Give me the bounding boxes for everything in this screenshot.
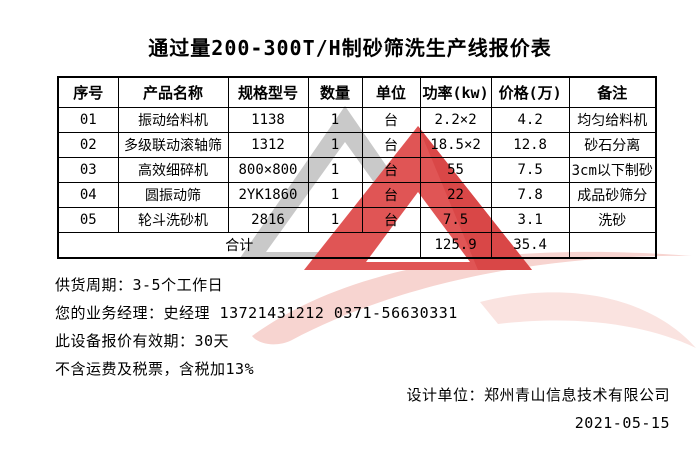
- table-cell: 成品砂筛分: [568, 182, 657, 208]
- table-cell: 砂石分离: [568, 132, 657, 158]
- table-cell: 1138: [227, 107, 309, 133]
- table-total-row: 合计 125.9 35.4: [57, 232, 657, 259]
- column-header: 单位: [361, 76, 421, 108]
- note-sales-manager: 您的业务经理：史经理 13721431212 0371-56630331: [55, 304, 458, 322]
- table-cell: 1312: [227, 132, 309, 158]
- page-title: 通过量200-300T/H制砂筛洗生产线报价表: [148, 36, 552, 60]
- quotation-date: 2021-05-15: [574, 414, 670, 432]
- total-note: [568, 232, 657, 259]
- table-row: 04 圆振动筛 2YK1860 1 台 22 7.8 成品砂筛分: [57, 182, 657, 208]
- watermark-swoosh-petal: [480, 292, 696, 348]
- watermark-swoosh-petal: [252, 251, 692, 345]
- table-cell: 台: [361, 182, 421, 208]
- note-validity-period: 此设备报价有效期：30天: [55, 332, 230, 350]
- table-cell: 03: [57, 157, 119, 183]
- table-row: 02 多级联动滚轴筛 1312 1 台 18.5×2 12.8 砂石分离: [57, 132, 657, 158]
- table-cell: 台: [361, 107, 421, 133]
- table-cell: 1: [307, 132, 363, 158]
- table-cell: 2YK1860: [227, 182, 309, 208]
- total-label: 合计: [57, 232, 421, 259]
- table-cell: 800×800: [227, 157, 309, 183]
- total-price: 35.4: [490, 232, 570, 259]
- table-row: 03 高效细碎机 800×800 1 台 55 7.5 3cm以下制砂: [57, 157, 657, 183]
- table-cell: 05: [57, 207, 119, 233]
- table-cell: 1: [307, 207, 363, 233]
- column-header: 产品名称: [117, 76, 229, 108]
- table-cell: 3.1: [490, 207, 570, 233]
- table-body: 01 振动给料机 1138 1 台 2.2×2 4.2 均匀给料机 02 多级联动滚轴筛 1312 1…: [57, 107, 657, 259]
- table-cell: 7.5: [419, 207, 492, 233]
- column-header: 序号: [57, 76, 119, 108]
- table-cell: 1: [307, 182, 363, 208]
- table-cell: 02: [57, 132, 119, 158]
- note-delivery-period: 供货周期：3-5个工作日: [55, 276, 224, 294]
- quotation-notes: 供货周期：3-5个工作日 您的业务经理：史经理 13721431212 0371…: [55, 271, 458, 383]
- table-cell: 高效细碎机: [117, 157, 229, 183]
- table-cell: 1: [307, 157, 363, 183]
- design-company: 设计单位：郑州青山信息技术有限公司: [406, 386, 670, 404]
- column-header: 价格(万): [490, 76, 570, 108]
- table-cell: 洗砂: [568, 207, 657, 233]
- table-cell: 2816: [227, 207, 309, 233]
- table-cell: 01: [57, 107, 119, 133]
- table-cell: 均匀给料机: [568, 107, 657, 133]
- table-cell: 轮斗洗砂机: [117, 207, 229, 233]
- column-header: 规格型号: [227, 76, 309, 108]
- table-cell: 55: [419, 157, 492, 183]
- table-cell: 7.8: [490, 182, 570, 208]
- table-cell: 圆振动筛: [117, 182, 229, 208]
- column-header: 功率(kw): [419, 76, 492, 108]
- table-row: 05 轮斗洗砂机 2816 1 台 7.5 3.1 洗砂: [57, 207, 657, 233]
- table-cell: 4.2: [490, 107, 570, 133]
- table-cell: 7.5: [490, 157, 570, 183]
- total-power: 125.9: [419, 232, 492, 259]
- note-tax-freight: 不含运费及税票，含税加13%: [55, 360, 255, 378]
- table-row: 01 振动给料机 1138 1 台 2.2×2 4.2 均匀给料机: [57, 107, 657, 133]
- footer: 设计单位：郑州青山信息技术有限公司 2021-05-15: [406, 381, 670, 437]
- table-header-row: 序号 产品名称 规格型号 数量 单位 功率(kw) 价格(万) 备注: [57, 76, 657, 108]
- table-cell: 台: [361, 132, 421, 158]
- table-cell: 22: [419, 182, 492, 208]
- table-cell: 18.5×2: [419, 132, 492, 158]
- table-cell: 台: [361, 157, 421, 183]
- quotation-table: 序号 产品名称 规格型号 数量 单位 功率(kw) 价格(万) 备注 01 振动给料机 1138 1…: [57, 76, 657, 259]
- column-header: 数量: [307, 76, 363, 108]
- table-cell: 2.2×2: [419, 107, 492, 133]
- table-cell: 多级联动滚轴筛: [117, 132, 229, 158]
- table-cell: 1: [307, 107, 363, 133]
- table-cell: 12.8: [490, 132, 570, 158]
- table-cell: 04: [57, 182, 119, 208]
- column-header: 备注: [568, 76, 657, 108]
- table-cell: 3cm以下制砂: [568, 157, 657, 183]
- table-cell: 台: [361, 207, 421, 233]
- table-cell: 振动给料机: [117, 107, 229, 133]
